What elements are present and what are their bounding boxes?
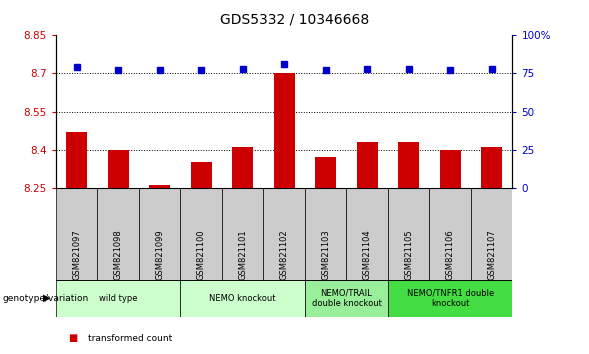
Text: GSM821103: GSM821103 (321, 229, 330, 280)
Bar (388, 188, 429, 280)
Text: GSM821104: GSM821104 (363, 229, 372, 280)
Bar (180, 280, 305, 317)
Bar (305, 188, 346, 280)
Text: GSM821100: GSM821100 (197, 229, 206, 280)
Bar (97, 188, 139, 280)
Text: GDS5332 / 10346668: GDS5332 / 10346668 (220, 12, 369, 27)
Bar (440, 149, 461, 188)
Bar (315, 157, 336, 188)
Bar (357, 142, 378, 188)
Text: NEMO knockout: NEMO knockout (210, 294, 276, 303)
Bar (150, 184, 170, 188)
Bar (232, 147, 253, 188)
Bar (388, 280, 512, 317)
Bar (191, 162, 211, 188)
Bar (180, 188, 222, 280)
Text: GSM821101: GSM821101 (238, 229, 247, 280)
Text: GSM821099: GSM821099 (155, 229, 164, 280)
Bar (429, 188, 471, 280)
Bar (139, 188, 180, 280)
Bar (108, 149, 128, 188)
Bar (56, 280, 180, 317)
Text: NEMO/TNFR1 double
knockout: NEMO/TNFR1 double knockout (406, 289, 494, 308)
Bar (263, 188, 305, 280)
Bar (274, 73, 294, 188)
Text: GSM821102: GSM821102 (280, 229, 289, 280)
Text: wild type: wild type (99, 294, 137, 303)
Text: ■: ■ (68, 333, 77, 343)
Text: GSM821098: GSM821098 (114, 229, 123, 280)
Bar (398, 142, 419, 188)
Text: ▶: ▶ (42, 293, 50, 303)
Text: NEMO/TRAIL
double knockout: NEMO/TRAIL double knockout (312, 289, 381, 308)
Bar (222, 188, 263, 280)
Text: GSM821097: GSM821097 (72, 229, 81, 280)
Bar (481, 147, 502, 188)
Text: GSM821106: GSM821106 (446, 229, 455, 280)
Text: transformed count: transformed count (88, 333, 173, 343)
Bar (56, 188, 97, 280)
Text: genotype/variation: genotype/variation (3, 294, 89, 303)
Text: GSM821107: GSM821107 (487, 229, 496, 280)
Bar (67, 132, 87, 188)
Bar (305, 280, 388, 317)
Text: GSM821105: GSM821105 (404, 229, 413, 280)
Bar (346, 188, 388, 280)
Bar (471, 188, 512, 280)
